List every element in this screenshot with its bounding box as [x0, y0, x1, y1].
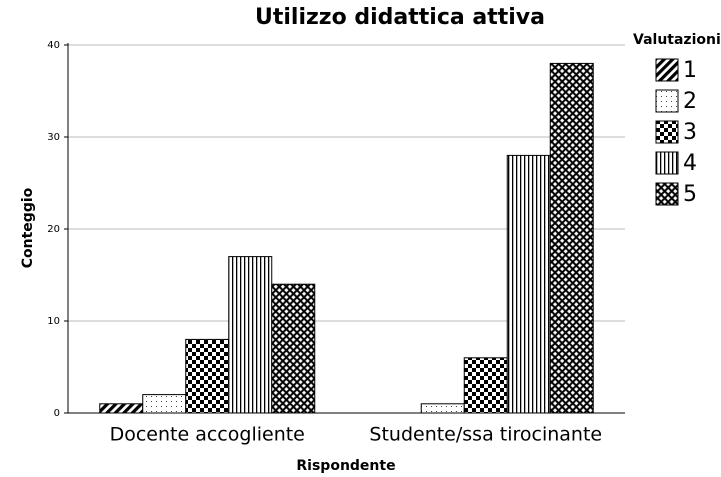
bar — [506, 154, 551, 414]
legend-swatch — [655, 182, 679, 206]
legend-title: Valutazioni — [633, 32, 721, 48]
bar — [271, 283, 316, 414]
legend-swatch — [655, 58, 679, 82]
legend-swatch — [655, 120, 679, 144]
x-tick-label: Studente/ssa tirocinante — [369, 424, 602, 446]
legend-label: 4 — [683, 151, 697, 176]
legend-label: 5 — [683, 182, 697, 207]
x-axis-label: Rispondente — [296, 458, 395, 474]
bar — [228, 256, 273, 414]
legend-label: 3 — [683, 120, 697, 145]
y-axis-label: Conteggio — [20, 187, 36, 268]
bar — [99, 403, 144, 414]
y-tick-label: 40 — [47, 40, 60, 51]
y-tick-label: 10 — [47, 316, 60, 327]
legend-swatch — [655, 151, 679, 175]
bar — [185, 338, 230, 414]
bar — [420, 403, 465, 414]
x-tick-label: Docente accogliente — [110, 424, 305, 446]
legend-swatch — [655, 89, 679, 113]
bar — [549, 62, 594, 414]
y-tick-label: 30 — [47, 132, 60, 143]
chart-title: Utilizzo didattica attiva — [255, 5, 545, 30]
y-tick-label: 20 — [47, 224, 60, 235]
legend-label: 1 — [683, 58, 697, 83]
bar — [142, 394, 187, 414]
legend-label: 2 — [683, 89, 697, 114]
bar — [463, 357, 508, 414]
y-tick-label: 0 — [54, 408, 60, 419]
